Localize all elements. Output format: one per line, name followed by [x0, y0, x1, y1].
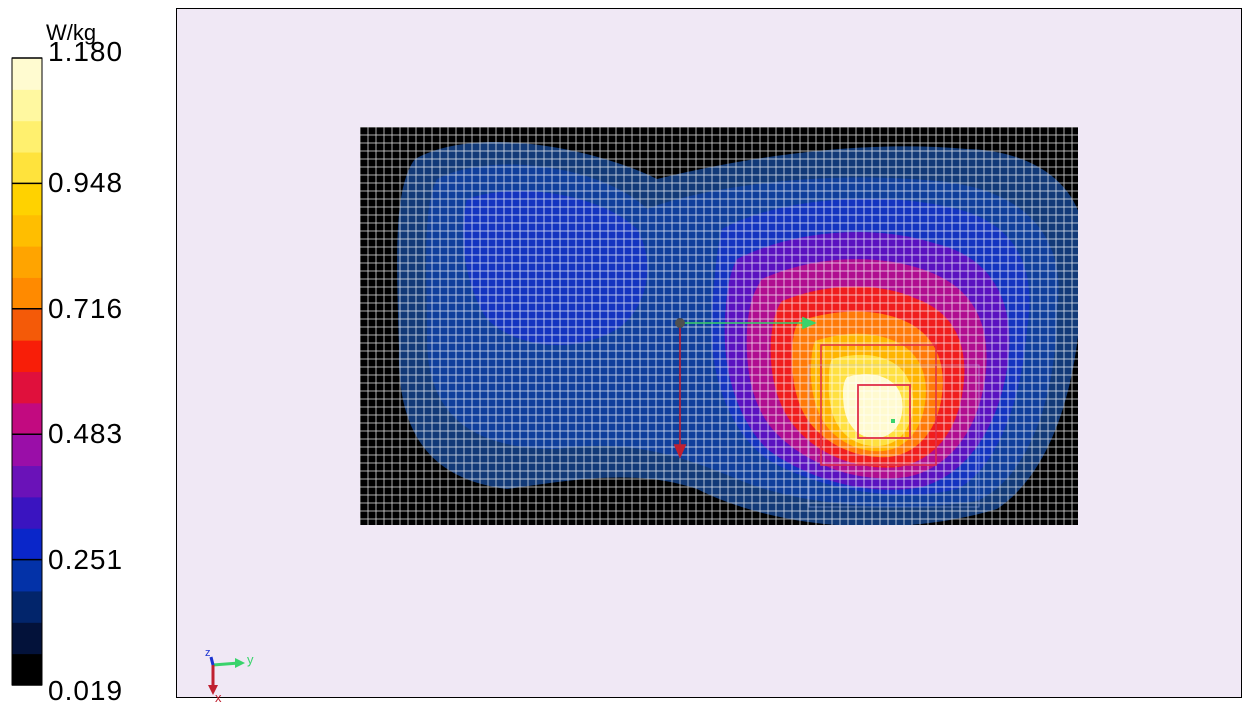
colorbar-band [12, 183, 42, 216]
colorbar-unit-label: W/kg [46, 20, 97, 45]
colorbar-band [12, 58, 42, 90]
sar-field [360, 127, 1078, 525]
colorbar-band [12, 653, 42, 686]
colorbar-band [12, 214, 42, 247]
triad-x-arrowhead [208, 685, 218, 695]
triad-y-axis [212, 661, 240, 667]
colorbar-band [12, 277, 42, 310]
triad-y-label: y [247, 652, 254, 667]
sar-heatmap-svg [360, 127, 1078, 525]
colorbar-legend: W/kg 1.180 0.948 0.716 0.483 0.251 0.019 [0, 0, 176, 705]
origin-point [675, 318, 685, 328]
triad-z-label: z [205, 647, 211, 659]
scan-area-outline [808, 364, 980, 508]
colorbar-band [12, 590, 42, 623]
colorbar-band [12, 340, 42, 372]
colorbar-band [12, 559, 42, 592]
colorbar-tick-label: 0.716 [48, 292, 124, 324]
colorbar-band [12, 434, 42, 467]
sar-map-viewport[interactable]: y x z [176, 8, 1242, 705]
triad-y-arrowhead [235, 658, 245, 668]
measurement-mesh [360, 127, 1078, 525]
peak-location-marker [891, 419, 895, 423]
triad-x-label: x [215, 690, 222, 705]
colorbar-band [12, 465, 42, 498]
colorbar-band [12, 120, 42, 153]
colorbar-tick-label: 0.251 [48, 543, 124, 575]
colorbar-band [12, 528, 42, 561]
colorbar-svg [11, 57, 43, 686]
triad-z-axis [209, 656, 215, 666]
colorbar-band [12, 622, 42, 655]
colorbar-band [12, 402, 42, 435]
colorbar-tick-label: 0.948 [48, 167, 124, 199]
colorbar-band [12, 246, 42, 278]
colorbar-band [12, 308, 42, 341]
colorbar-band [12, 152, 42, 184]
colorbar-band [12, 89, 42, 122]
averaging-cube-markers [808, 344, 980, 508]
colorbar-tick-label: 1.180 [48, 36, 124, 67]
colorbar-band [12, 371, 42, 404]
colorbar-band [12, 496, 42, 529]
inner-averaging-cube [857, 384, 911, 439]
colorbar-tick-label: 0.019 [48, 675, 124, 706]
coordinate-origin-arrows [673, 316, 817, 459]
axes-triad: y x z [205, 647, 254, 705]
colorbar-tick-label: 0.483 [48, 418, 124, 450]
outer-averaging-cube [820, 344, 937, 466]
